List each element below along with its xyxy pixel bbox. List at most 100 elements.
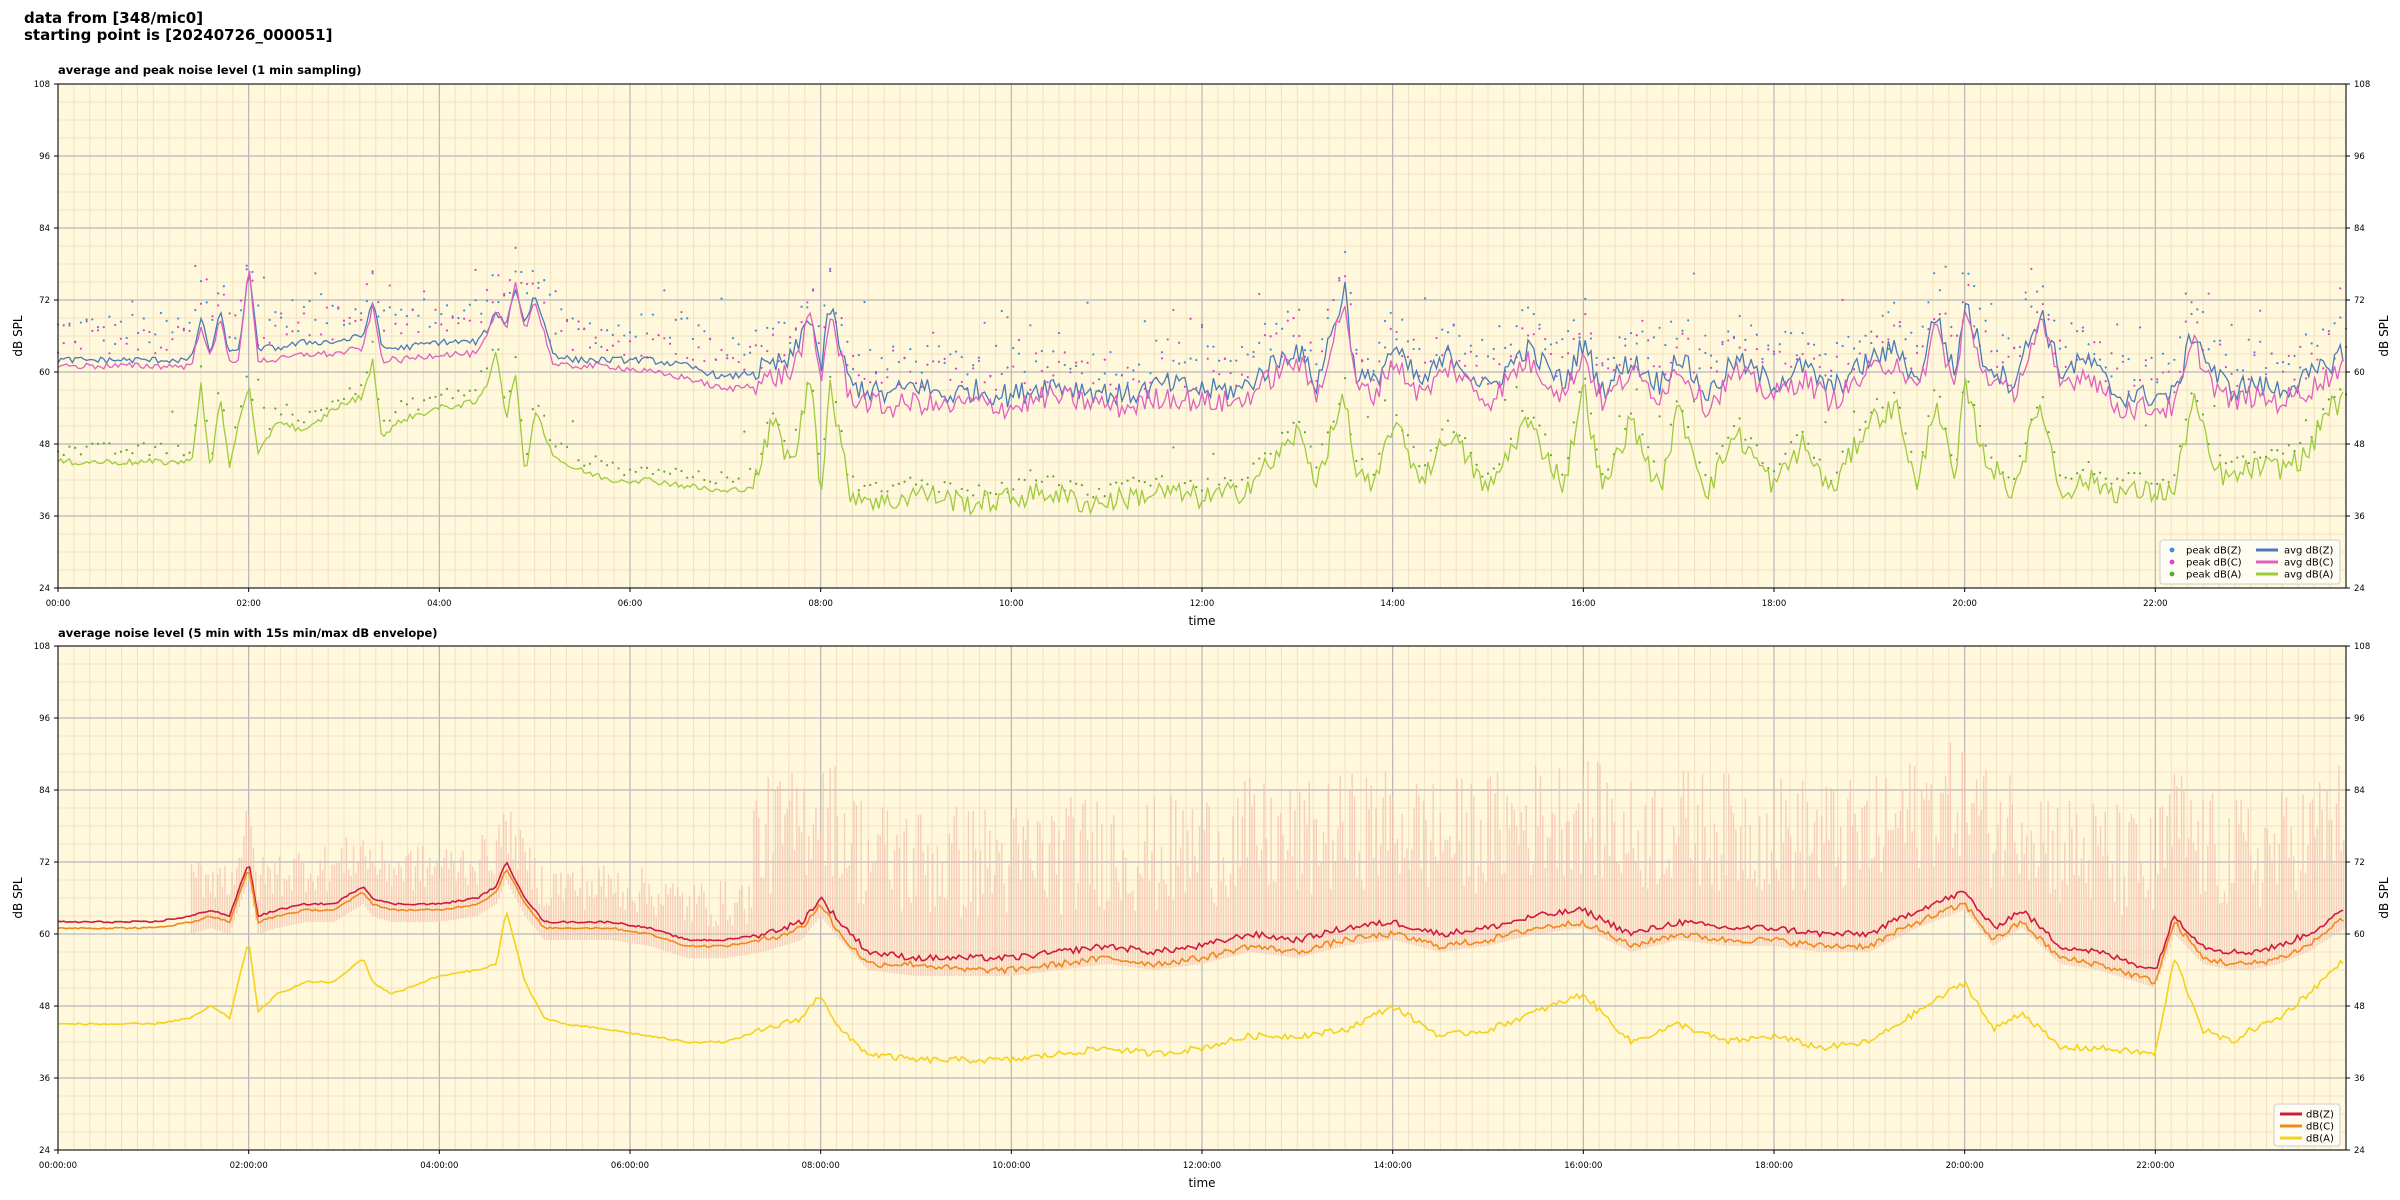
peak-point	[851, 354, 855, 358]
peak-point	[806, 301, 809, 304]
peak-point	[1109, 483, 1112, 486]
peak-point	[1978, 424, 1982, 428]
peak-point	[1229, 359, 1232, 363]
y-tick-label-left: 84	[39, 224, 50, 234]
peak-point	[365, 283, 368, 286]
peak-point	[114, 323, 117, 327]
peak-point	[1137, 380, 1141, 383]
peak-point	[1258, 341, 1261, 344]
peak-point	[2110, 482, 2113, 485]
legend-marker	[2169, 547, 2175, 553]
peak-point	[2236, 368, 2239, 372]
peak-point	[571, 317, 574, 320]
peak-point	[2053, 319, 2056, 322]
peak-point	[1967, 283, 1970, 287]
peak-point	[2264, 373, 2268, 376]
peak-point	[771, 333, 775, 336]
y-tick-label-right: 84	[2354, 224, 2365, 234]
peak-point	[1761, 462, 1764, 465]
x-tick-label: 02:00	[236, 599, 261, 609]
peak-point	[1200, 326, 1204, 329]
peak-point	[182, 329, 185, 332]
peak-point	[800, 305, 803, 308]
peak-point	[1040, 369, 1043, 373]
peak-point	[1807, 442, 1810, 445]
peak-point	[1624, 427, 1627, 431]
peak-point	[2144, 364, 2147, 367]
peak-point	[2316, 358, 2319, 361]
peak-point	[371, 270, 374, 273]
peak-point	[2184, 320, 2187, 323]
peak-point	[1338, 276, 1341, 280]
peak-point	[1092, 382, 1095, 385]
peak-point	[1561, 473, 1564, 476]
peak-point	[440, 393, 443, 396]
peak-point	[257, 378, 260, 381]
y-tick-label-right: 108	[2354, 80, 2370, 90]
peak-point	[1887, 311, 1890, 314]
chart-5min: 24 24 36 36 48 48 60 60 72 72 84 84 96 96 108 108 00:00:…	[11, 626, 2391, 1190]
peak-point	[405, 403, 409, 406]
peak-point	[297, 329, 300, 333]
x-tick-label: 04:00:00	[420, 1161, 458, 1171]
peak-point	[977, 359, 981, 363]
peak-point	[108, 315, 111, 318]
peak-point	[1052, 374, 1055, 377]
peak-point	[1561, 338, 1564, 341]
peak-point	[2093, 473, 2096, 476]
y-tick-label-left: 84	[39, 786, 50, 796]
peak-point	[2138, 326, 2142, 329]
peak-series-peak-db-a-	[56, 340, 2348, 499]
peak-point	[1544, 348, 1547, 351]
x-tick-label: 14:00	[1380, 599, 1405, 609]
peak-point	[920, 371, 923, 374]
peak-point	[766, 350, 769, 353]
peak-point	[279, 316, 283, 319]
peak-point	[1824, 374, 1827, 377]
x-tick-label: 16:00:00	[1564, 1161, 1602, 1171]
peak-point	[302, 312, 306, 315]
peak-point	[222, 285, 225, 288]
peak-point	[1498, 325, 1501, 328]
peak-point	[1893, 301, 1896, 304]
peak-point	[1218, 483, 1221, 486]
peak-point	[1515, 386, 1518, 389]
peak-point	[783, 439, 786, 442]
peak-point	[474, 268, 477, 271]
peak-point	[1652, 460, 1655, 463]
peak-point	[1252, 350, 1255, 354]
peak-point	[1629, 332, 1633, 335]
peak-point	[119, 450, 123, 453]
peak-point	[2116, 367, 2119, 370]
peak-point	[708, 338, 712, 341]
peak-point	[239, 405, 243, 408]
peak-point	[1412, 445, 1415, 449]
peak-point	[1097, 487, 1101, 491]
peak-point	[2281, 360, 2285, 364]
peak-point	[285, 325, 288, 328]
peak-point	[1498, 463, 1501, 466]
peak-point	[68, 324, 71, 327]
peak-point	[445, 304, 449, 307]
peak-point	[668, 336, 672, 339]
peak-point	[2116, 323, 2119, 326]
peak-point	[1126, 366, 1129, 369]
peak-point	[2081, 326, 2084, 329]
chart-title: average and peak noise level (1 min samp…	[58, 63, 362, 77]
peak-point	[217, 292, 220, 295]
peak-point	[2276, 449, 2279, 452]
peak-point	[691, 476, 695, 479]
peak-point	[754, 329, 757, 332]
peak-point	[251, 270, 254, 274]
peak-point	[857, 354, 860, 357]
peak-point	[2144, 359, 2147, 362]
peak-point	[1629, 412, 1633, 415]
peak-point	[2339, 388, 2342, 391]
peak-point	[1155, 477, 1158, 480]
peak-point	[1223, 477, 1226, 480]
peak-point	[445, 329, 449, 332]
peak-point	[1921, 325, 1924, 328]
peak-point	[594, 336, 597, 339]
peak-point	[342, 319, 346, 322]
peak-point	[657, 468, 660, 471]
